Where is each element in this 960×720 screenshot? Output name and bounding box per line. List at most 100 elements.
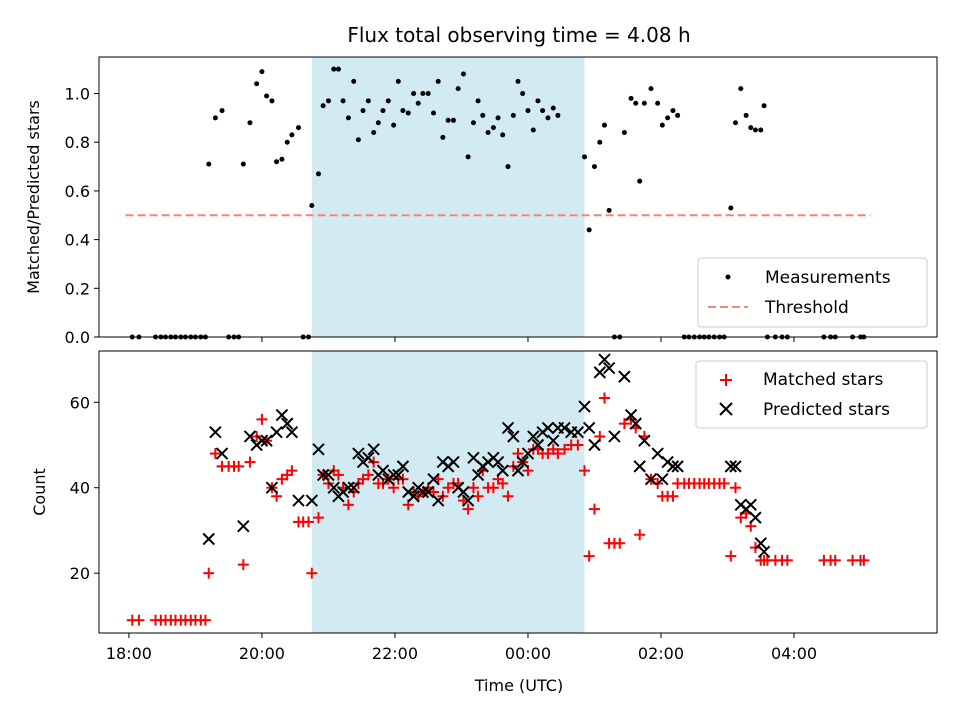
matched-star-point — [312, 512, 324, 524]
matched-star-point — [133, 614, 145, 626]
measurement-point — [274, 159, 280, 165]
measurement-point — [505, 164, 511, 170]
measurement-point — [269, 98, 275, 104]
matched-star-point — [572, 439, 584, 451]
matched-star-point — [552, 448, 564, 460]
predicted-star-point — [347, 481, 360, 494]
top-y-tick-label: 0.8 — [65, 133, 90, 152]
measurement-point — [435, 78, 441, 84]
measurement-point — [375, 120, 381, 126]
predicted-star-point — [582, 421, 596, 435]
measurement-point — [315, 171, 321, 177]
bottom-axes-frame — [98, 350, 938, 634]
matched-star-point — [462, 503, 474, 515]
top-y-tick-label: 0.6 — [65, 182, 90, 201]
predicted-star-point — [305, 494, 319, 507]
matched-star-point — [467, 482, 479, 494]
matched-star-point — [497, 477, 509, 489]
predicted-star-point — [281, 417, 294, 430]
predicted-star-point — [237, 519, 250, 533]
bottom-y-ticks: 20 40 60 — [70, 393, 99, 583]
measurement-point — [289, 132, 295, 138]
predicted-star-point — [243, 430, 257, 443]
predicted-star-point — [633, 460, 646, 473]
predicted-star-point — [496, 464, 509, 477]
measurement-point — [665, 115, 671, 121]
predicted-star-point — [342, 481, 355, 494]
measurement-point — [621, 129, 627, 135]
top-axes-frame — [98, 56, 938, 338]
predicted-star-point — [270, 425, 283, 439]
predicted-star-point — [491, 455, 505, 469]
predicted-star-point — [392, 468, 405, 482]
bottom-x-ticks: 18:00 20:00 22:00 00:00 02:00 04:00 — [106, 633, 817, 663]
matched-star-point — [244, 456, 256, 468]
legend-matched-label: Matched stars — [763, 370, 883, 390]
measurement-point — [309, 203, 315, 209]
measurement-point — [480, 112, 486, 118]
predicted-star-point — [352, 447, 365, 460]
measurement-point — [490, 125, 496, 131]
legend-matched-marker — [720, 374, 732, 386]
predicted-star-point — [531, 438, 545, 452]
measurement-point — [431, 110, 437, 116]
measurement-point — [530, 127, 536, 133]
top-y-tick-label: 0.0 — [65, 328, 90, 347]
measurement-point — [470, 120, 476, 126]
measurement-point — [400, 108, 406, 114]
predicted-star-point — [427, 472, 440, 486]
measurement-point — [325, 98, 331, 104]
predicted-star-point — [671, 460, 684, 473]
top-y-ticks: 0.0 0.2 0.4 0.6 0.8 1.0 — [65, 85, 99, 347]
predicted-star-point — [322, 468, 335, 482]
predicted-star-point — [260, 434, 273, 447]
measurement-point — [633, 100, 639, 106]
matched-star-point — [781, 554, 793, 566]
matched-star-point — [634, 529, 646, 541]
matched-star-point — [203, 567, 215, 579]
predicted-star-point — [422, 485, 435, 499]
matched-star-point — [233, 460, 245, 472]
predicted-star-point — [209, 425, 222, 439]
predicted-star-point — [367, 443, 380, 456]
bottom-panel: 20 40 60 18:00 20:00 22:00 00:00 02:00 04:00 Co… — [30, 350, 938, 695]
bottom-x-tick-label: 22:00 — [372, 644, 418, 663]
predicted-star-point — [608, 430, 621, 443]
measurement-point — [247, 120, 253, 126]
measurement-point — [752, 127, 758, 133]
measurement-point — [748, 125, 754, 131]
measurement-point — [240, 161, 246, 167]
predicted-star-point — [327, 481, 340, 494]
measurement-point — [450, 117, 456, 123]
predicted-star-point — [396, 460, 410, 473]
predicted-star-point — [447, 455, 460, 469]
measurement-point — [641, 100, 647, 106]
measurement-point — [761, 103, 767, 109]
measurement-point — [591, 164, 597, 170]
predicted-star-point — [501, 421, 515, 435]
x-axis-label: Time (UTC) — [474, 676, 563, 695]
legend-measurements-label: Measurements — [765, 268, 891, 288]
matched-star-point — [487, 482, 499, 494]
predicted-star-point — [593, 366, 607, 379]
measurement-point — [355, 137, 361, 143]
measurement-point — [495, 115, 501, 121]
predicted-star-point — [265, 481, 279, 494]
predicted-star-point — [571, 425, 585, 439]
measurement-point — [296, 125, 302, 131]
predicted-star-point — [316, 468, 330, 482]
measurement-point — [637, 178, 643, 184]
predicted-star-point — [618, 370, 631, 383]
measurement-point — [212, 115, 218, 121]
predicted-star-point — [511, 464, 525, 477]
legend-measurements-marker — [725, 274, 731, 280]
measurement-point — [425, 91, 431, 97]
measurement-point — [659, 122, 665, 128]
matched-star-point — [829, 554, 841, 566]
bottom-x-tick-label: 18:00 — [106, 644, 152, 663]
matched-star-point — [579, 465, 591, 477]
matched-star-point — [598, 392, 610, 404]
legend-threshold-label: Threshold — [764, 298, 849, 318]
predicted-star-point — [578, 400, 591, 413]
predicted-star-point — [541, 421, 555, 435]
